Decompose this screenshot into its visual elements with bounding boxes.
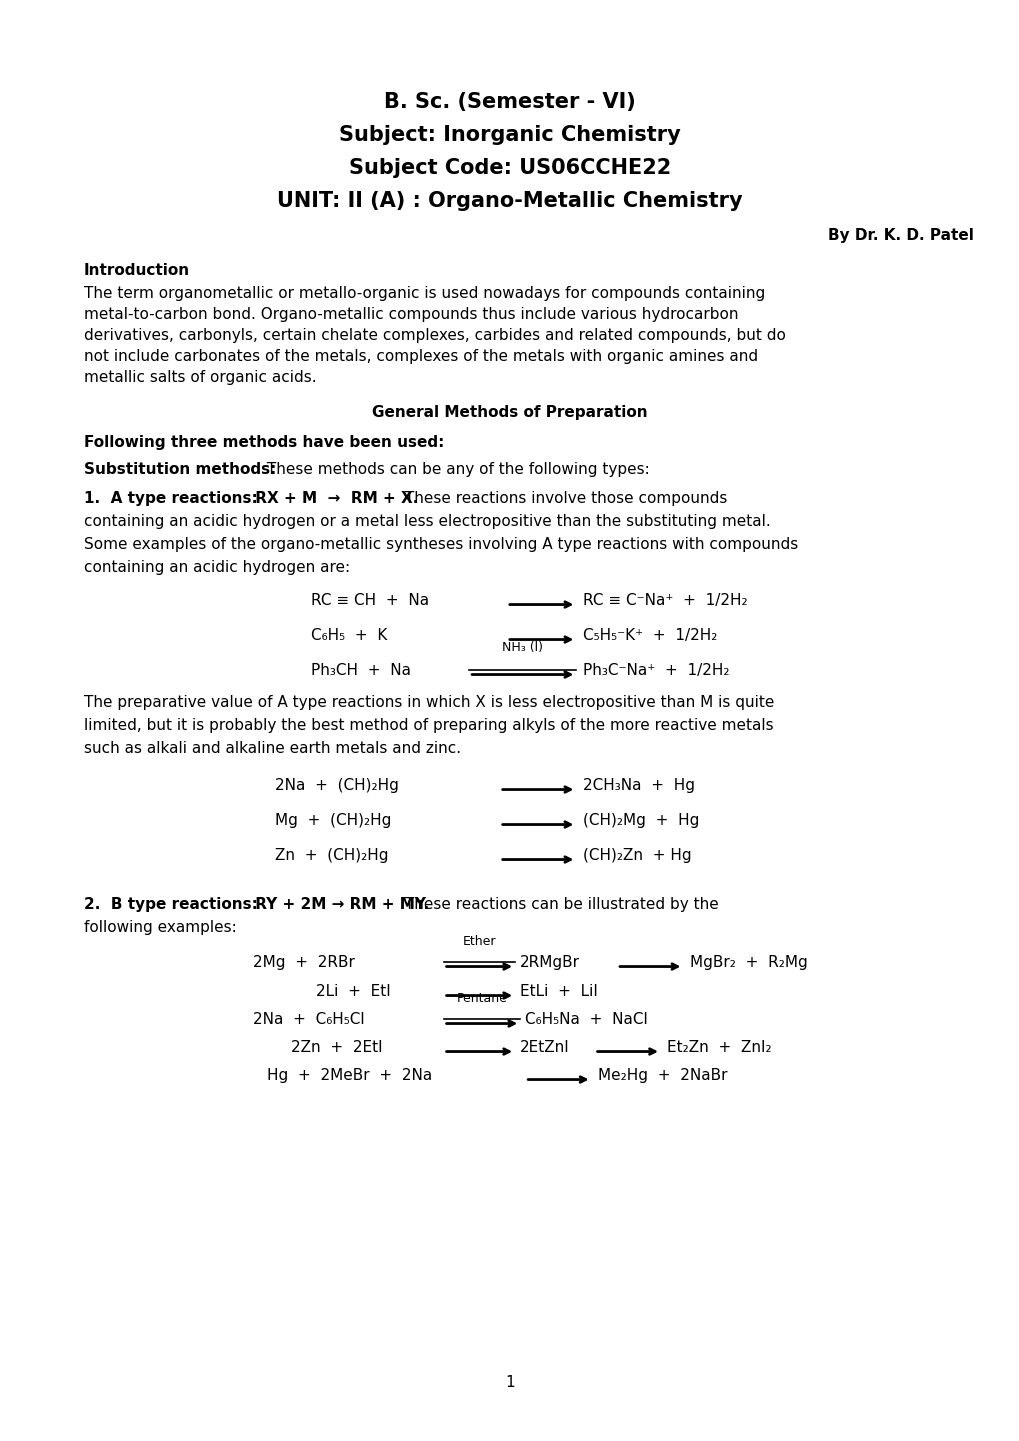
Text: RX + M  →  RM + X.: RX + M → RM + X. <box>250 491 418 506</box>
Text: 2Zn  +  2EtI: 2Zn + 2EtI <box>290 1040 382 1055</box>
Text: UNIT: II (A) : Organo-Metallic Chemistry: UNIT: II (A) : Organo-Metallic Chemistry <box>277 192 742 210</box>
Text: C₅H₅⁻K⁺  +  1/2H₂: C₅H₅⁻K⁺ + 1/2H₂ <box>583 628 717 643</box>
Text: By Dr. K. D. Patel: By Dr. K. D. Patel <box>827 228 973 244</box>
Text: Introduction: Introduction <box>84 264 190 278</box>
Text: Et₂Zn  +  ZnI₂: Et₂Zn + ZnI₂ <box>666 1040 771 1055</box>
Text: Following three methods have been used:: Following three methods have been used: <box>84 435 443 450</box>
Text: containing an acidic hydrogen are:: containing an acidic hydrogen are: <box>84 561 350 575</box>
Text: metal-to-carbon bond. Organo-metallic compounds thus include various hydrocarbon: metal-to-carbon bond. Organo-metallic co… <box>84 307 738 321</box>
Text: 2Na  +  (CH)₂Hg: 2Na + (CH)₂Hg <box>275 778 398 793</box>
Text: following examples:: following examples: <box>84 919 236 935</box>
Text: MgBr₂  +  R₂Mg: MgBr₂ + R₂Mg <box>689 955 806 970</box>
Text: (CH)₂Mg  +  Hg: (CH)₂Mg + Hg <box>583 813 699 829</box>
Text: Hg  +  2MeBr  +  2Na: Hg + 2MeBr + 2Na <box>267 1068 432 1084</box>
Text: 1: 1 <box>504 1375 515 1391</box>
Text: 2Mg  +  2RBr: 2Mg + 2RBr <box>253 955 355 970</box>
Text: RY + 2M → RM + MY.: RY + 2M → RM + MY. <box>250 896 429 912</box>
Text: The preparative value of A type reactions in which X is less electropositive tha: The preparative value of A type reaction… <box>84 695 773 710</box>
Text: Me₂Hg  +  2NaBr: Me₂Hg + 2NaBr <box>597 1068 727 1084</box>
Text: Some examples of the organo-metallic syntheses involving A type reactions with c: Some examples of the organo-metallic syn… <box>84 537 797 552</box>
Text: derivatives, carbonyls, certain chelate complexes, carbides and related compound: derivatives, carbonyls, certain chelate … <box>84 329 785 343</box>
Text: Zn  +  (CH)₂Hg: Zn + (CH)₂Hg <box>275 847 388 863</box>
Text: EtLi  +  LiI: EtLi + LiI <box>520 984 597 999</box>
Text: limited, but it is probably the best method of preparing alkyls of the more reac: limited, but it is probably the best met… <box>84 718 772 733</box>
Text: RC ≡ C⁻Na⁺  +  1/2H₂: RC ≡ C⁻Na⁺ + 1/2H₂ <box>583 594 747 608</box>
Text: Subject Code: US06CCHE22: Subject Code: US06CCHE22 <box>348 159 671 179</box>
Text: The term organometallic or metallo-organic is used nowadays for compounds contai: The term organometallic or metallo-organ… <box>84 285 764 301</box>
Text: 2.  B type reactions:: 2. B type reactions: <box>84 896 257 912</box>
Text: NH₃ (l): NH₃ (l) <box>501 641 543 654</box>
Text: C₆H₅  +  K: C₆H₅ + K <box>311 628 387 643</box>
Text: 2Na  +  C₆H₅Cl: 2Na + C₆H₅Cl <box>253 1012 364 1027</box>
Text: Substitution methods:: Substitution methods: <box>84 463 276 477</box>
Text: General Methods of Preparation: General Methods of Preparation <box>372 405 647 419</box>
Text: Ph₃C⁻Na⁺  +  1/2H₂: Ph₃C⁻Na⁺ + 1/2H₂ <box>583 663 730 679</box>
Text: These reactions can be illustrated by the: These reactions can be illustrated by th… <box>399 896 717 912</box>
Text: 1.  A type reactions:: 1. A type reactions: <box>84 491 257 506</box>
Text: RC ≡ CH  +  Na: RC ≡ CH + Na <box>311 594 429 608</box>
Text: 2Li  +  EtI: 2Li + EtI <box>316 984 390 999</box>
Text: These methods can be any of the following types:: These methods can be any of the followin… <box>262 463 649 477</box>
Text: Mg  +  (CH)₂Hg: Mg + (CH)₂Hg <box>275 813 391 829</box>
Text: B. Sc. (Semester - VI): B. Sc. (Semester - VI) <box>384 92 635 112</box>
Text: 2RMgBr: 2RMgBr <box>520 955 580 970</box>
Text: 2EtZnI: 2EtZnI <box>520 1040 570 1055</box>
Text: not include carbonates of the metals, complexes of the metals with organic amine: not include carbonates of the metals, co… <box>84 349 757 365</box>
Text: These reactions involve those compounds: These reactions involve those compounds <box>399 491 727 506</box>
Text: C₆H₅Na  +  NaCl: C₆H₅Na + NaCl <box>525 1012 647 1027</box>
Text: Ph₃CH  +  Na: Ph₃CH + Na <box>311 663 411 679</box>
Text: 2CH₃Na  +  Hg: 2CH₃Na + Hg <box>583 778 695 793</box>
Text: Subject: Inorganic Chemistry: Subject: Inorganic Chemistry <box>338 125 681 146</box>
Text: such as alkali and alkaline earth metals and zinc.: such as alkali and alkaline earth metals… <box>84 741 461 757</box>
Text: containing an acidic hydrogen or a metal less electropositive than the substitut: containing an acidic hydrogen or a metal… <box>84 514 769 529</box>
Text: Pentane: Pentane <box>457 991 506 1004</box>
Text: (CH)₂Zn  + Hg: (CH)₂Zn + Hg <box>583 847 691 863</box>
Text: Ether: Ether <box>463 935 495 948</box>
Text: metallic salts of organic acids.: metallic salts of organic acids. <box>84 370 316 385</box>
